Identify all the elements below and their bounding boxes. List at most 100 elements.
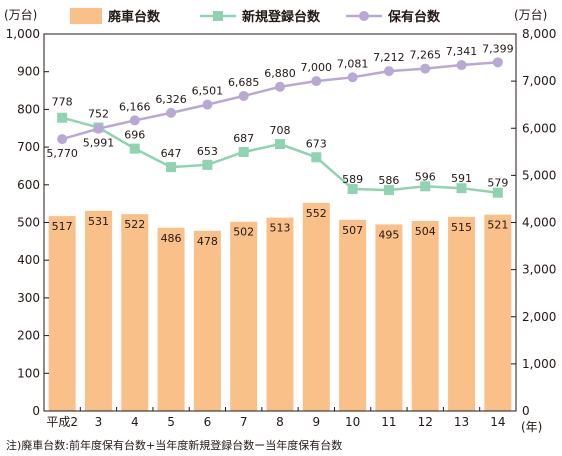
bar <box>157 227 185 411</box>
bar <box>230 221 258 411</box>
owned-label: 7,081 <box>337 57 369 70</box>
new-registrations-label: 687 <box>233 132 254 145</box>
bar <box>121 214 149 411</box>
new-registrations-label: 653 <box>197 145 218 158</box>
owned-label: 7,341 <box>446 45 478 58</box>
x-tick-label: 7 <box>240 415 248 429</box>
new-registrations-point <box>275 139 285 150</box>
right-tick-label: 1,000 <box>522 357 556 371</box>
left-axis-unit: (万台) <box>4 7 37 22</box>
owned-label: 6,326 <box>155 93 187 106</box>
legend-label-owned: 保有台数 <box>387 9 441 25</box>
new-registrations-point <box>420 181 431 192</box>
owned-label: 7,399 <box>482 42 514 55</box>
legend-swatch-scrapped <box>70 8 102 24</box>
left-tick-label: 200 <box>17 329 40 343</box>
new-registrations-point <box>129 143 140 154</box>
owned-point <box>383 66 394 77</box>
bar <box>339 219 367 411</box>
bar-value-label: 552 <box>306 207 327 220</box>
x-tick-label: 5 <box>167 415 175 429</box>
right-tick-label: 7,000 <box>522 74 556 88</box>
bar-value-label: 504 <box>415 225 436 238</box>
bar <box>375 224 403 411</box>
bar <box>84 210 112 411</box>
right-tick-label: 6,000 <box>522 121 556 135</box>
bar-value-label: 495 <box>378 228 399 241</box>
left-tick-label: 900 <box>17 65 40 79</box>
bar <box>193 230 221 411</box>
new-registrations-label: 647 <box>161 147 182 160</box>
x-tick-label: 14 <box>490 415 505 429</box>
new-registrations-point <box>166 162 177 173</box>
bar-value-label: 486 <box>161 232 182 245</box>
new-registrations-label: 708 <box>270 124 291 137</box>
left-tick-label: 1,000 <box>6 27 40 41</box>
x-tick-label: 10 <box>345 415 360 429</box>
legend-label-scrapped: 廃車台数 <box>107 9 161 25</box>
owned-label: 5,991 <box>83 137 115 150</box>
new-registrations-label: 589 <box>342 173 363 186</box>
owned-point <box>311 76 322 87</box>
owned-point <box>93 123 104 134</box>
bar <box>266 217 294 411</box>
bar-value-label: 522 <box>124 218 145 231</box>
x-tick-label: 8 <box>276 415 284 429</box>
owned-point <box>420 63 431 74</box>
new-registrations-point <box>347 183 358 194</box>
left-tick-label: 600 <box>17 178 40 192</box>
owned-point <box>492 57 503 68</box>
owned-label: 5,770 <box>46 147 78 160</box>
new-registrations-label: 673 <box>306 137 327 150</box>
owned-label: 6,685 <box>228 76 260 89</box>
legend-label-new-registrations: 新規登録台数 <box>242 9 321 25</box>
bar <box>302 202 330 411</box>
x-tick-label: 3 <box>95 415 103 429</box>
right-tick-label: 5,000 <box>522 168 556 182</box>
x-tick-label: 12 <box>418 415 433 429</box>
new-registrations-label: 596 <box>415 170 436 183</box>
owned-point <box>57 134 68 145</box>
bar <box>484 214 512 411</box>
right-tick-label: 8,000 <box>522 27 556 41</box>
owned-label: 7,265 <box>409 49 441 62</box>
new-registrations-point <box>238 147 249 158</box>
legend-marker-owned <box>359 11 369 21</box>
x-tick-label: 9 <box>312 415 320 429</box>
owned-label: 6,166 <box>119 100 151 113</box>
new-registrations-point <box>57 112 68 123</box>
left-tick-label: 800 <box>17 102 40 116</box>
new-registrations-label: 591 <box>451 172 472 185</box>
bar-value-label: 517 <box>52 220 73 233</box>
right-tick-label: 3,000 <box>522 263 556 277</box>
left-tick-label: 100 <box>17 366 40 380</box>
left-tick-label: 0 <box>32 404 40 418</box>
owned-point <box>129 115 140 126</box>
x-tick-label: 13 <box>454 415 469 429</box>
bar-value-label: 513 <box>270 222 291 235</box>
owned-point <box>166 107 177 118</box>
owned-label: 6,880 <box>264 67 296 80</box>
new-registrations-point <box>383 185 394 196</box>
bar <box>411 220 439 411</box>
owned-point <box>202 99 213 110</box>
new-registrations-point <box>202 159 213 170</box>
bar-value-label: 502 <box>233 226 254 239</box>
new-registrations-label: 696 <box>124 129 145 142</box>
left-tick-label: 500 <box>17 216 40 230</box>
right-tick-label: 0 <box>522 404 530 418</box>
bar-value-label: 515 <box>451 221 472 234</box>
owned-label: 7,212 <box>373 51 405 64</box>
footnote: 注)廃車台数:前年度保有台数+当年度新規登録台数ー当年度保有台数 <box>6 439 343 452</box>
owned-point <box>456 60 467 71</box>
right-axis-unit: (万台) <box>514 7 547 22</box>
bar-value-label: 507 <box>342 224 363 237</box>
x-tick-label: 11 <box>381 415 396 429</box>
owned-point <box>347 72 358 83</box>
left-tick-label: 400 <box>17 253 40 267</box>
owned-label: 6,501 <box>192 85 224 98</box>
legend-marker-new-registrations <box>213 11 223 21</box>
owned-point <box>275 81 285 92</box>
new-registrations-label: 579 <box>487 177 508 190</box>
